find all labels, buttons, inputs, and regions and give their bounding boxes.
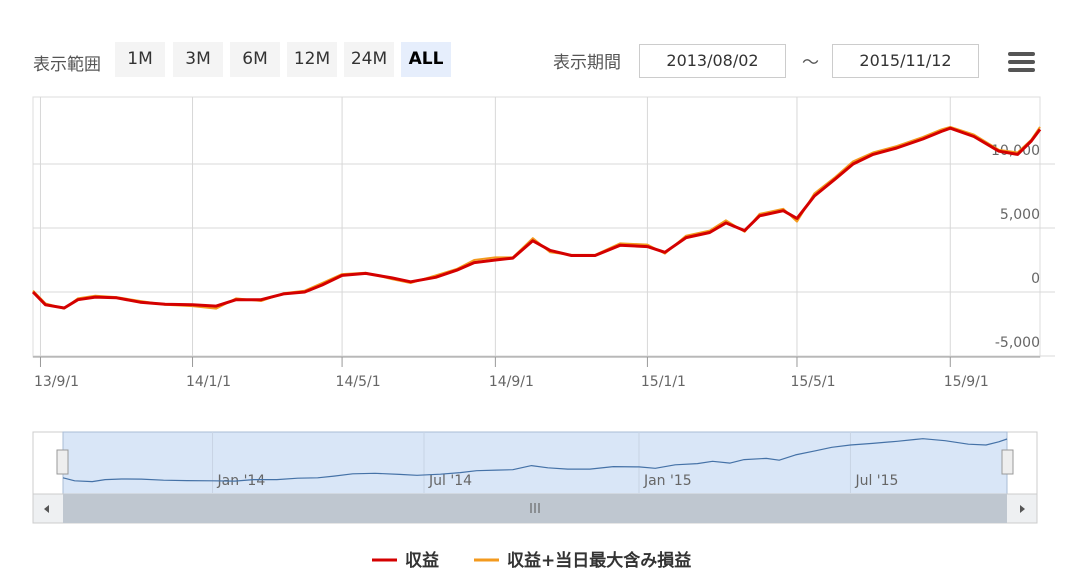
x-tick-label: 14/9/1 <box>489 374 534 390</box>
series-line <box>31 126 1042 310</box>
x-tick-label: 13/9/1 <box>34 374 79 390</box>
x-tick-label: 15/1/1 <box>641 374 686 390</box>
y-tick-label: 10,000 <box>991 143 1040 159</box>
nav-handle-left[interactable] <box>56 449 69 475</box>
navigator-line <box>62 438 1008 483</box>
range-button[interactable]: 6M <box>230 42 280 77</box>
plot-area <box>32 96 1041 358</box>
nav-tick-label: Jul '14 <box>428 473 472 489</box>
period-label: 表示期間 <box>553 53 621 73</box>
legend-label: 収益+当日最大含み損益 <box>507 550 691 571</box>
navigator-selection <box>62 431 1008 495</box>
y-tick-label: 5,000 <box>1000 207 1040 223</box>
x-tick-label: 15/9/1 <box>944 374 989 390</box>
nav-tick-label: Jul '15 <box>854 473 898 489</box>
series-line <box>32 125 1041 310</box>
range-button[interactable]: ALL <box>401 42 451 77</box>
range-label: 表示範囲 <box>33 55 101 75</box>
menu-button[interactable] <box>1008 52 1035 72</box>
x-tick-label: 14/1/1 <box>186 374 231 390</box>
date-from[interactable]: 2013/08/02 <box>639 44 786 78</box>
range-button[interactable]: 24M <box>344 42 394 77</box>
separator: ～ <box>802 53 819 73</box>
x-tick-label: 14/5/1 <box>336 374 381 390</box>
nav-handle-right[interactable] <box>1001 449 1014 475</box>
x-tick-label: 15/5/1 <box>790 374 835 390</box>
legend-label: 収益 <box>405 550 439 571</box>
nav-tick-label: Jan '15 <box>643 473 692 489</box>
range-button[interactable]: 3M <box>173 42 223 77</box>
range-button[interactable]: 1M <box>115 42 165 77</box>
scrollbar-grip <box>530 503 540 513</box>
scroll-right[interactable] <box>1020 505 1025 513</box>
scroll-left[interactable] <box>44 505 49 513</box>
y-tick-label: -5,000 <box>995 335 1040 351</box>
y-tick-label: 0 <box>1031 271 1040 287</box>
range-button[interactable]: 12M <box>287 42 337 77</box>
date-to[interactable]: 2015/11/12 <box>832 44 979 78</box>
